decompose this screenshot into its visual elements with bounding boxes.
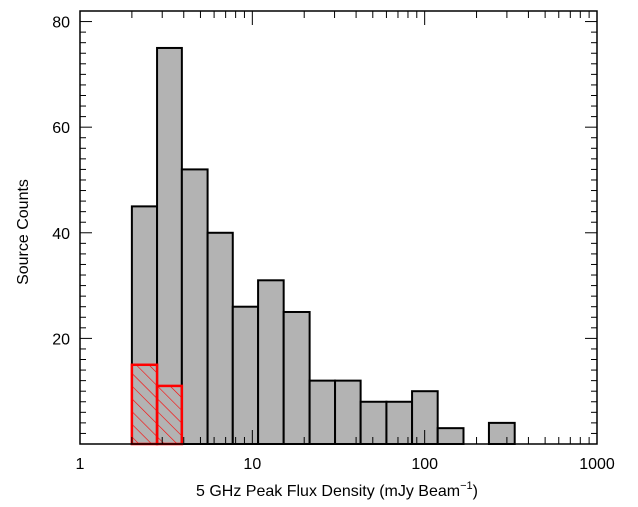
gray-bar-9	[359, 400, 388, 446]
bars-layer	[130, 46, 516, 446]
labels-layer: 5 GHz Peak Flux Density (mJy Beam−1) Sou…	[15, 179, 478, 500]
gray-bar-5	[257, 279, 285, 445]
gray-bar-6	[282, 310, 311, 445]
plot-frame	[79, 10, 598, 445]
gray-bar-14	[487, 421, 516, 446]
x-tick-label: 1000	[579, 456, 615, 473]
y-tick-label: 80	[52, 15, 70, 32]
y-tick-label: 60	[52, 120, 70, 137]
gray-bar-2	[180, 168, 209, 445]
y-tick-label: 20	[52, 331, 70, 348]
x-axis-label: 5 GHz Peak Flux Density (mJy Beam−1)	[196, 480, 478, 500]
gray-bar-4	[231, 305, 260, 445]
y-tick-label: 40	[52, 226, 70, 243]
gray-bar-1	[156, 46, 183, 446]
gray-bar-8	[334, 379, 362, 446]
gray-bar-7	[308, 379, 337, 446]
x-tick-label: 1	[76, 456, 85, 473]
red-hatched-bar-1	[155, 384, 184, 446]
x-tick-label: 100	[411, 456, 438, 473]
x-tick-label: 10	[243, 456, 261, 473]
axes-layer: 1 10 100 1000 20 40 60 80	[52, 10, 615, 473]
gray-bar-12	[436, 427, 465, 446]
y-axis-label: Source Counts	[15, 179, 32, 285]
gray-bar-3	[206, 231, 234, 445]
red-hatched-bar-0	[130, 363, 159, 446]
